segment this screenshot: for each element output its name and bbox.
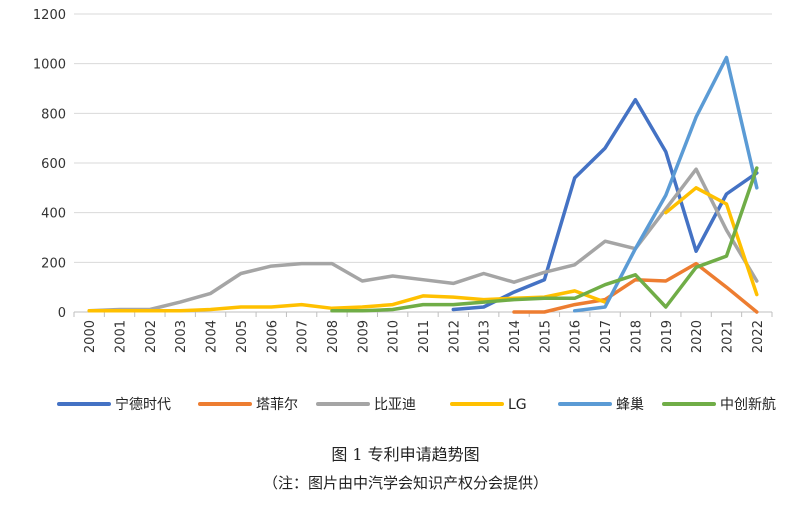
gridlines <box>74 13 772 263</box>
x-tick-label: 2003 <box>174 320 189 353</box>
x-tick-label: 2015 <box>538 320 553 353</box>
series-line-4 <box>572 55 759 313</box>
x-tick-label: 2018 <box>629 320 644 353</box>
x-tick-label: 2004 <box>205 320 220 353</box>
series-line-2 <box>87 167 759 313</box>
legend-label: 蜂巢 <box>616 397 644 413</box>
x-tick-label: 2012 <box>447 320 462 353</box>
x-tick-label: 2010 <box>387 320 402 353</box>
x-tick-label: 2002 <box>144 320 159 353</box>
y-tick-label: 600 <box>41 157 66 172</box>
x-tick-label: 2011 <box>417 320 432 353</box>
x-tick-label: 2009 <box>356 320 371 353</box>
y-tick-labels: 0 200 400 600 800 1000 1200 <box>33 8 66 321</box>
x-tick-labels: 2000 2001 2002 2003 2004 2005 2006 2007 2008 2009… <box>83 320 766 353</box>
axes <box>73 311 773 317</box>
x-tick-label: 2006 <box>265 320 280 353</box>
legend-label: 塔菲尔 <box>256 397 298 413</box>
legend-label: 宁德时代 <box>115 396 171 413</box>
y-tick-label: 0 <box>58 306 66 321</box>
x-tick-label: 2021 <box>720 320 735 353</box>
x-tick-label: 2022 <box>751 320 766 353</box>
x-tick-label: 2016 <box>569 320 584 353</box>
legend-label: LG <box>508 397 527 413</box>
series-line-3 <box>87 186 759 313</box>
x-tick-label: 2017 <box>599 320 614 353</box>
y-tick-label: 400 <box>41 207 66 222</box>
series-lines <box>87 55 759 314</box>
x-tick-label: 2001 <box>114 320 129 353</box>
figure-caption-title: 图 1 专利申请趋势图 <box>331 445 480 464</box>
x-tick-label: 2020 <box>690 320 705 353</box>
y-tick-label: 1200 <box>33 8 66 23</box>
y-tick-label: 800 <box>41 107 66 122</box>
y-tick-label: 1000 <box>33 58 66 73</box>
series-line-1 <box>512 261 759 314</box>
figure-caption-note: （注：图片由中汽学会知识产权分会提供） <box>262 474 548 492</box>
x-tick-label: 2007 <box>296 320 311 353</box>
series-line-5 <box>330 166 759 313</box>
x-tick-label: 2014 <box>508 320 523 353</box>
x-tick-label: 2008 <box>326 320 341 353</box>
legend-label: 比亚迪 <box>374 397 416 413</box>
y-tick-label: 200 <box>41 256 66 271</box>
x-tick-label: 2013 <box>478 320 493 353</box>
legend-label: 中创新航 <box>720 397 776 413</box>
x-tick-label: 2000 <box>83 320 98 353</box>
x-tick-label: 2019 <box>660 320 675 353</box>
x-tick-label: 2005 <box>235 320 250 353</box>
legend: 宁德时代 塔菲尔 比亚迪 LG 蜂巢 中创新航 <box>57 396 776 413</box>
